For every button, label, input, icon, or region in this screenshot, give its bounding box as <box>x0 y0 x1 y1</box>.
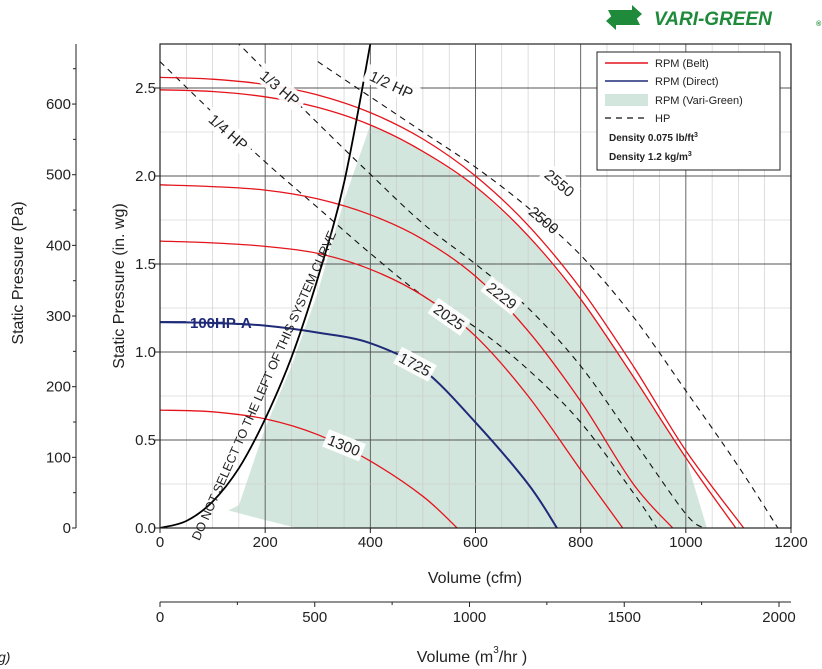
rpm-belt-curve <box>160 89 737 528</box>
rpm-belt-curve <box>160 409 458 528</box>
secondary-y-tick-label: 200 <box>46 379 71 396</box>
legend-box <box>596 51 781 171</box>
vari-green-region <box>228 125 707 528</box>
rpm-label-1725-halo <box>393 346 437 382</box>
hp-curve <box>317 61 779 528</box>
system-curve <box>160 44 372 528</box>
y-tick-label: 0.0 <box>135 520 156 537</box>
secondary-y-tick-label: 300 <box>46 308 71 325</box>
rpm-label-2500: 2500 <box>525 203 561 237</box>
axis-layer: 0 200 400 600 800 1000 12000.00.51.01.52.02.50… <box>46 44 808 626</box>
x-tick-label: 400 <box>358 534 383 551</box>
secondary-y-tick-label: 0 <box>63 520 71 537</box>
model-label: 100HP-A <box>190 315 252 332</box>
hp-label-quarter: 1/4 HP <box>205 111 251 154</box>
hp-label-third: 1/3 HP <box>256 67 302 110</box>
x-tick-label: 600 <box>463 534 488 551</box>
rpm-label-1300-halo <box>322 429 366 462</box>
y-tick-label: 1.5 <box>135 256 156 273</box>
x-axis-title: Volume (cfm) <box>428 570 522 587</box>
y-axis-title: Static Pressure (in. wg) <box>111 203 128 368</box>
y-tick-label: 2.5 <box>135 80 156 97</box>
brand-name: VARI-GREEN <box>654 9 773 30</box>
y-tick-label: 1.0 <box>135 344 156 361</box>
secondary-x-tick-label: 0 <box>156 609 164 626</box>
y-tick-label: 0.5 <box>135 432 156 449</box>
hp-label-half-halo <box>361 64 421 105</box>
legend: RPM (Belt) RPM (Direct) RPM (Vari-Green)… <box>596 51 781 171</box>
rpm-label-2025-halo <box>427 297 471 336</box>
rpm-belt-curve <box>160 240 624 528</box>
secondary-y-tick-label: 400 <box>46 237 71 254</box>
secondary-x-axis-title: Volume (m3/hr ) <box>417 645 527 666</box>
y-tick-label: 2.0 <box>135 168 156 185</box>
vari-green-logo: VARI-GREEN ® <box>606 5 822 30</box>
secondary-x-tick-label: 1000 <box>453 609 486 626</box>
rpm-belt-curve <box>160 184 674 528</box>
recycle-arrows-icon <box>606 5 642 30</box>
legend-density-metric: Density 1.2 kg/m3 <box>609 151 692 163</box>
secondary-y-tick-label: 600 <box>46 96 71 113</box>
legend-label-belt: RPM (Belt) <box>655 58 709 70</box>
secondary-y-tick-label: 100 <box>46 449 71 466</box>
rpm-label-2550-group: 2550 <box>538 163 581 203</box>
legend-label-hp: HP <box>655 113 670 125</box>
rpm-label-2550-halo <box>538 163 581 203</box>
hp-label-half: 1/2 HP <box>367 68 416 103</box>
legend-label-vari-green: RPM (Vari-Green) <box>655 95 743 107</box>
rpm-label-2500-group: 2500 <box>525 203 561 237</box>
legend-label-direct: RPM (Direct) <box>655 76 719 88</box>
caption-fragment: g) <box>0 649 10 665</box>
rpm-direct-curve <box>160 321 558 528</box>
hp-label-third-halo <box>252 62 308 114</box>
secondary-y-axis-title: Static Pressure (Pa) <box>10 201 27 344</box>
x-tick-label: 0 <box>156 534 164 551</box>
secondary-x-tick-label: 500 <box>302 609 327 626</box>
x-tick-label: 800 <box>568 534 593 551</box>
brand-registered-mark: ® <box>816 20 822 28</box>
legend-swatch-vari-green <box>605 94 648 106</box>
x-tick-label: 1200 <box>774 534 807 551</box>
vari-green-region-layer <box>228 125 707 528</box>
rpm-label-2229-halo <box>480 276 524 316</box>
secondary-x-tick-label: 2000 <box>762 609 795 626</box>
legend-density-imperial: Density 0.075 lb/ft3 <box>609 132 698 144</box>
hp-label-quarter-halo <box>201 106 256 158</box>
x-tick-label: 1000 <box>669 534 702 551</box>
secondary-x-tick-label: 1500 <box>608 609 641 626</box>
secondary-y-tick-label: 500 <box>46 167 71 184</box>
x-tick-label: 200 <box>253 534 278 551</box>
